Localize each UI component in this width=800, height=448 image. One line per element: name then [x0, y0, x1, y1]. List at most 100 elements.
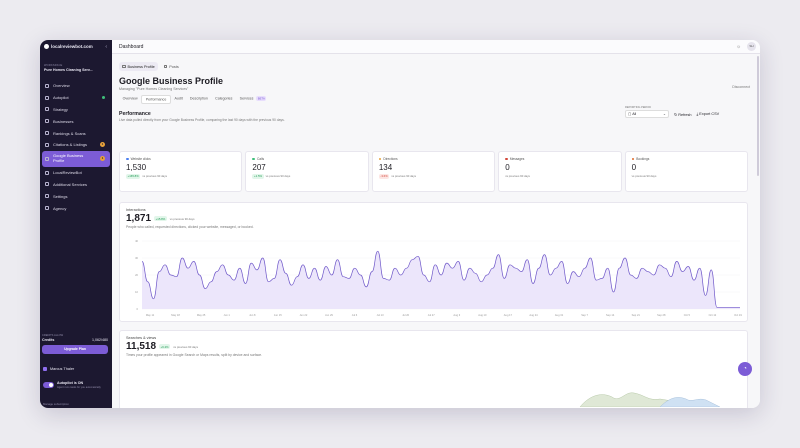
- theme-toggle-icon[interactable]: ☼: [736, 43, 741, 50]
- searches-chart: [579, 392, 721, 407]
- sidebar-item-label: Additional Services: [53, 181, 88, 187]
- change-pill: -3.6%: [378, 174, 390, 179]
- sidebar-item-rankings-scans[interactable]: Rankings & Scans: [42, 127, 110, 139]
- period-select[interactable]: ▢ All ⌄: [625, 110, 669, 118]
- interactions-panel: Interactions 1,871 +15.8% vs previous 90…: [119, 202, 748, 322]
- autopilot-subtitle: Agent runs tasks for you automatically: [57, 386, 101, 389]
- user-menu[interactable]: Marcus Thaler: [43, 367, 74, 371]
- x-tick-label: Jun 29: [325, 313, 333, 317]
- scrollbar[interactable]: [757, 56, 759, 176]
- sidebar-item-businesses[interactable]: Businesses: [42, 115, 110, 127]
- sidebar-item-google-business-profile[interactable]: Google Business Profile 1: [42, 150, 110, 167]
- sidebar-item-additional-services[interactable]: Additional Services: [42, 179, 110, 191]
- sidebar-item-label: Citations & Listings: [53, 142, 88, 148]
- x-tick-label: Aug 10: [478, 313, 487, 317]
- metric-note: vs previous 90 days: [505, 174, 530, 178]
- tab-categories[interactable]: Categories: [212, 95, 237, 104]
- metric-note: vs previous 90 days: [631, 174, 657, 178]
- export-csv-button[interactable]: ⤓ Export CSV: [697, 112, 720, 116]
- metric-card-bookings: Bookings 0 vs previous 90 days: [624, 151, 749, 192]
- period-value: All: [632, 112, 637, 116]
- performance-subtitle: Live data pulled directly from your Goog…: [119, 118, 285, 122]
- tab-overview[interactable]: Overview: [119, 95, 141, 104]
- metric-card-calls: Calls 207 +1.5% vs previous 90 days: [245, 151, 369, 192]
- y-tick-label: 0: [137, 307, 139, 311]
- notification-badge: 1: [100, 156, 105, 162]
- metric-note: vs previous 90 days: [391, 174, 417, 179]
- metric-dot: [505, 157, 508, 161]
- x-tick-label: May 25: [197, 313, 206, 317]
- sidebar-item-overview[interactable]: Overview: [42, 80, 110, 92]
- metric-label: Website clicks: [130, 157, 151, 161]
- metric-label: Messages: [509, 157, 525, 161]
- sidebar-item-autopilot[interactable]: Autopilot: [42, 92, 110, 104]
- sidebar-item-citations-listings[interactable]: Citations & Listings 1: [42, 139, 110, 151]
- tab-label: Description: [189, 96, 208, 101]
- user-avatar[interactable]: SH: [747, 42, 756, 51]
- tab-services[interactable]: Services BETA: [236, 95, 268, 104]
- sidebar-item-settings[interactable]: Settings: [42, 190, 110, 202]
- notification-badge: 1: [100, 142, 105, 148]
- interactions-note: vs previous 90 days: [169, 216, 195, 221]
- tab-label: Services: [239, 96, 254, 101]
- metric-dot: [378, 157, 382, 161]
- interactions-value: 1,871: [126, 213, 152, 224]
- sidebar-item-label: Rankings & Scans: [53, 130, 86, 136]
- metric-card-website-clicks: Website clicks 1,530 +165.8% vs previous …: [119, 151, 243, 192]
- beta-badge: BETA: [256, 96, 267, 101]
- tab-audit[interactable]: Audit: [171, 95, 186, 104]
- x-tick-label: Sep 28: [657, 313, 666, 317]
- upgrade-plan-button[interactable]: Upgrade Plan: [42, 345, 108, 354]
- interactions-chart[interactable]: 0 10 20 30 40 May 11 May 18 May 25 Jun 1 Jun 8 Jun…: [120, 233, 747, 321]
- sidebar-item-agency[interactable]: Agency: [42, 202, 110, 214]
- home-icon: [45, 83, 49, 88]
- sidebar-item-label: Settings: [53, 193, 68, 199]
- tab-label: Performance: [145, 97, 167, 102]
- credits-value: 1,062/480: [92, 338, 108, 342]
- workspace-caption: WORKSPACE: [44, 64, 63, 67]
- content: Business Profile Posts Google Business P…: [119, 62, 750, 122]
- change-pill: +1.5%: [252, 174, 264, 179]
- star-icon: [45, 170, 49, 175]
- sidebar-item-label: Autopilot: [53, 95, 69, 101]
- avatar: [43, 367, 47, 371]
- bars-icon: [45, 131, 49, 136]
- main-area: Dashboard ☼ SH Business Profile Posts Go…: [112, 40, 760, 408]
- building-icon: [45, 119, 49, 124]
- tab-performance[interactable]: Performance: [141, 95, 171, 104]
- chat-button[interactable]: ◔: [738, 362, 752, 376]
- tab-description[interactable]: Description: [186, 95, 211, 104]
- performance-title: Performance: [119, 111, 151, 117]
- workspace-name: Pure Homes Cleaning Serv...: [44, 68, 93, 72]
- subtab-label: Business Profile: [127, 64, 155, 69]
- change-pill: +165.8%: [126, 174, 141, 179]
- app-window: localreviewbot.com ‹ WORKSPACE Pure Home…: [40, 40, 760, 408]
- manage-subscription-link[interactable]: Manage subscription: [43, 402, 69, 406]
- searches-area: [659, 397, 721, 407]
- sidebar-nav: Overview Autopilot Strategy Businesses Ranki…: [42, 80, 110, 214]
- autopilot-toggle[interactable]: [43, 382, 54, 388]
- metric-dot: [252, 157, 255, 161]
- brand[interactable]: localreviewbot.com: [44, 44, 93, 49]
- google-icon: [45, 156, 49, 161]
- metric-label: Bookings: [636, 157, 650, 161]
- brand-name: localreviewbot.com: [51, 44, 93, 49]
- workspace-switcher[interactable]: WORKSPACE Pure Homes Cleaning Serv...: [44, 64, 106, 72]
- searches-title: Searches & views: [126, 336, 157, 340]
- x-tick-label: Jun 1: [224, 313, 231, 317]
- autopilot-title: Autopilot is ON: [57, 381, 84, 385]
- disconnect-button[interactable]: Disconnect: [732, 85, 750, 89]
- x-tick-label: Sep 21: [632, 313, 641, 317]
- collapse-sidebar-icon[interactable]: ‹: [105, 44, 107, 50]
- sidebar-item-strategy[interactable]: Strategy: [42, 104, 110, 116]
- sidebar-item-label: Businesses: [53, 118, 74, 124]
- metric-label: Calls: [257, 157, 265, 161]
- subtab-business-profile[interactable]: Business Profile: [119, 62, 158, 71]
- refresh-button[interactable]: ↻ Refresh: [674, 112, 692, 117]
- users-icon: [45, 206, 49, 211]
- profile-tabs: Overview Performance Audit Description Categ…: [119, 95, 746, 104]
- metric-value: 0: [631, 163, 637, 172]
- y-tick-label: 30: [135, 256, 138, 260]
- subtab-posts[interactable]: Posts: [161, 62, 182, 71]
- sidebar-item-localreviewbot[interactable]: LocalReviewBot: [42, 167, 110, 179]
